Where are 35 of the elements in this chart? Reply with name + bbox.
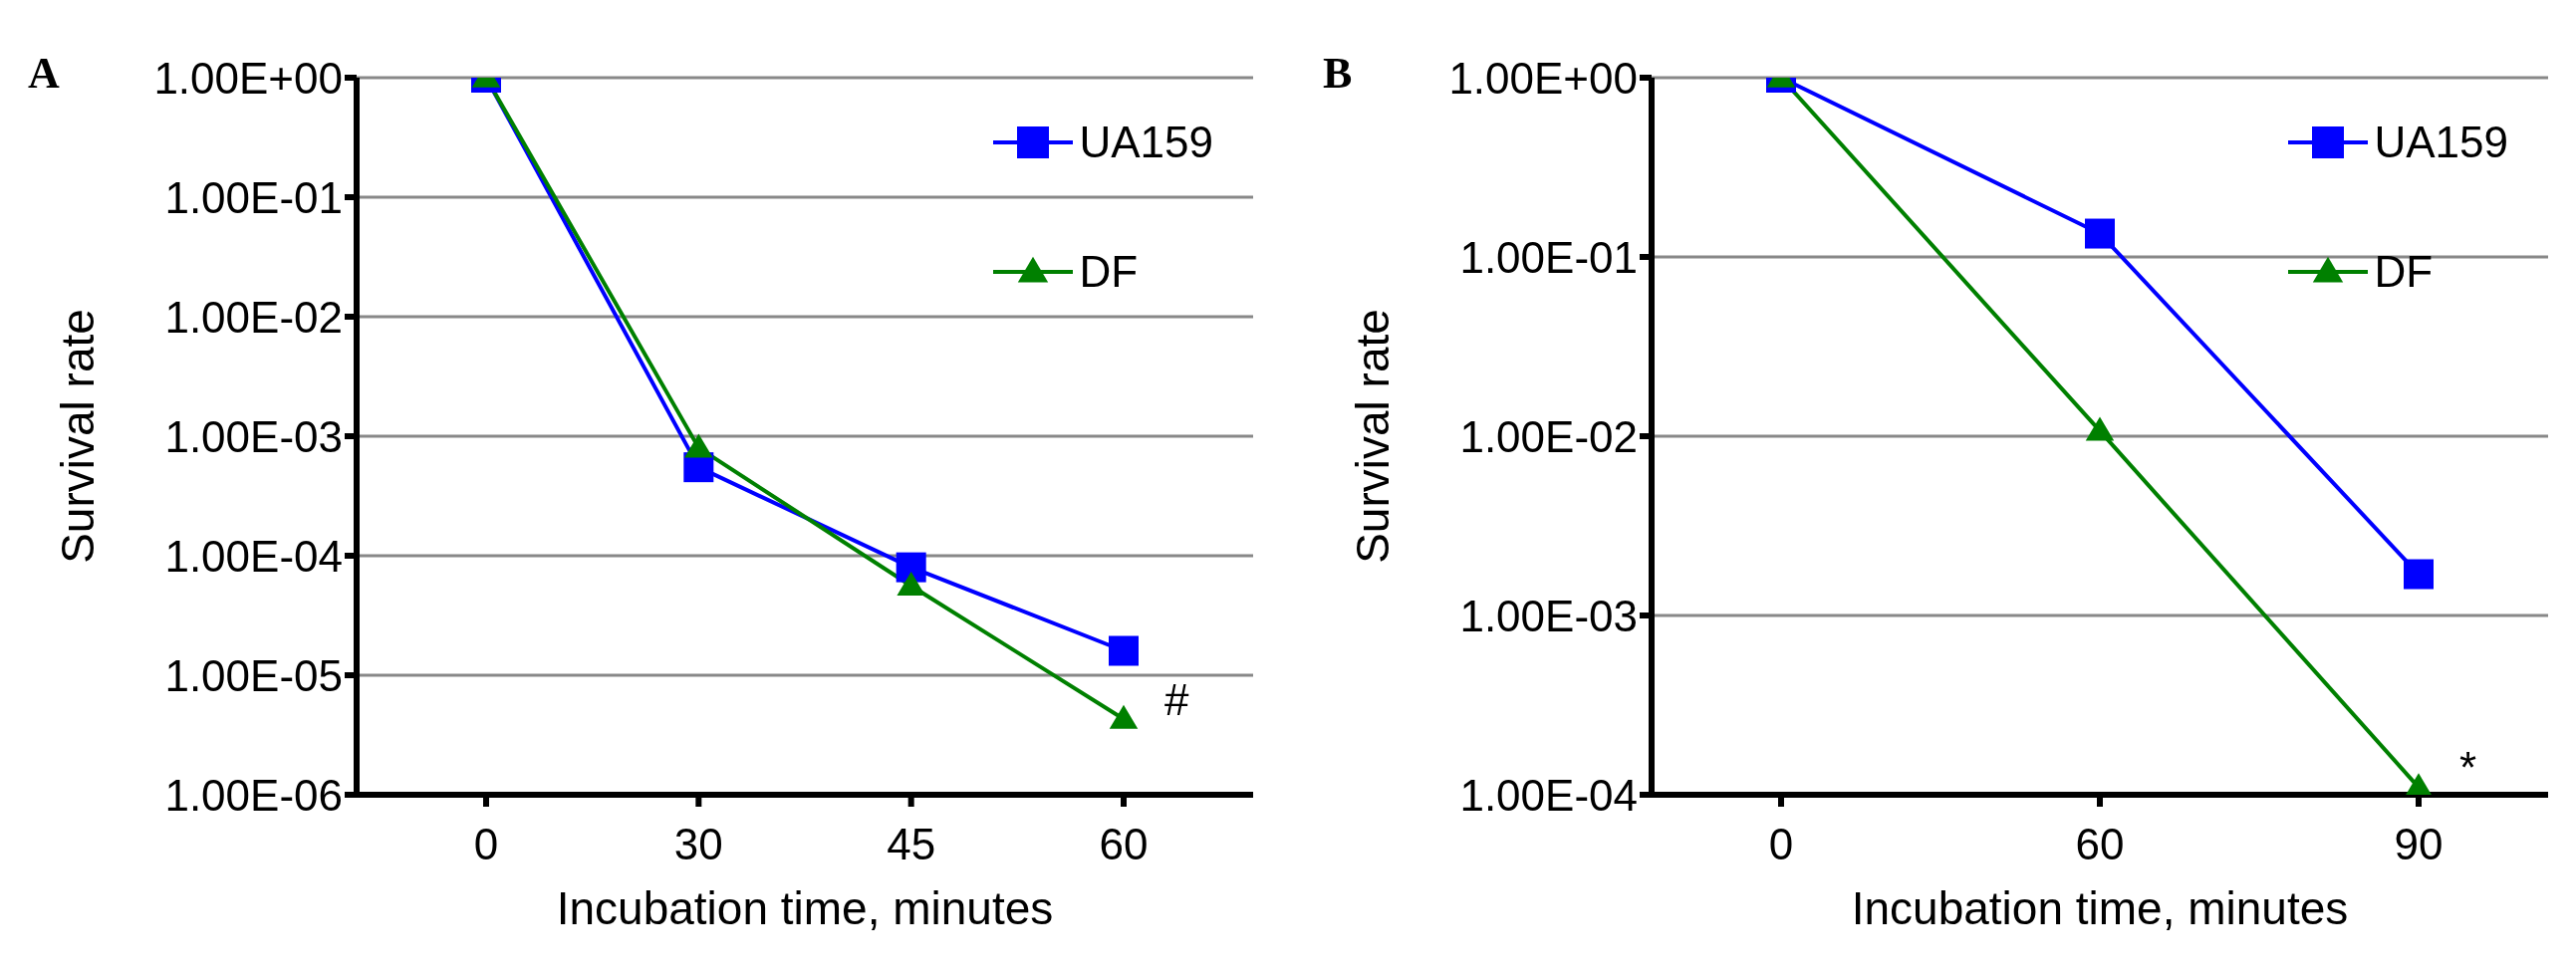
- point: [1109, 704, 1139, 729]
- point: [897, 571, 925, 596]
- y-tick-label: 1.00E-06: [164, 770, 343, 820]
- legend-label: UA159: [2374, 118, 2508, 167]
- legend-label: UA159: [1079, 118, 1213, 167]
- x-tick-label: 90: [2394, 820, 2444, 869]
- legend-label: DF: [2374, 247, 2434, 297]
- legend-label: DF: [1079, 247, 1139, 297]
- y-tick-label: 1.00E-02: [164, 292, 343, 342]
- y-tick-label: 1.00E-04: [164, 531, 343, 581]
- x-axis-title: Incubation time, minutes: [556, 882, 1054, 934]
- y-tick-label: 1.00E-04: [1459, 770, 1638, 820]
- chart-title: A: [28, 48, 60, 99]
- y-tick-label: 1.00E+00: [1448, 53, 1638, 103]
- y-axis-title: Survival rate: [52, 309, 105, 564]
- x-tick-label: 60: [1099, 820, 1149, 869]
- x-tick-label: 30: [673, 820, 723, 869]
- y-tick-label: 1.00E+00: [153, 53, 343, 103]
- y-tick-label: 1.00E-05: [164, 650, 343, 700]
- annotation: *: [2459, 743, 2477, 793]
- y-tick-label: 1.00E-03: [164, 411, 343, 461]
- point: [1109, 635, 1139, 666]
- annotation: #: [1164, 674, 1189, 724]
- x-tick-label: 0: [473, 820, 499, 869]
- y-tick-label: 1.00E-01: [164, 172, 343, 222]
- chart-title: B: [1323, 48, 1353, 99]
- y-axis-title: Survival rate: [1347, 309, 1400, 564]
- x-axis-title: Incubation time, minutes: [1851, 882, 2349, 934]
- x-tick-label: 45: [887, 820, 936, 869]
- y-tick-label: 1.00E-01: [1459, 232, 1638, 282]
- y-tick-label: 1.00E-03: [1459, 591, 1638, 640]
- x-tick-label: 0: [1768, 820, 1794, 869]
- x-tick-label: 60: [2075, 820, 2125, 869]
- y-tick-label: 1.00E-02: [1459, 411, 1638, 461]
- point: [896, 552, 926, 583]
